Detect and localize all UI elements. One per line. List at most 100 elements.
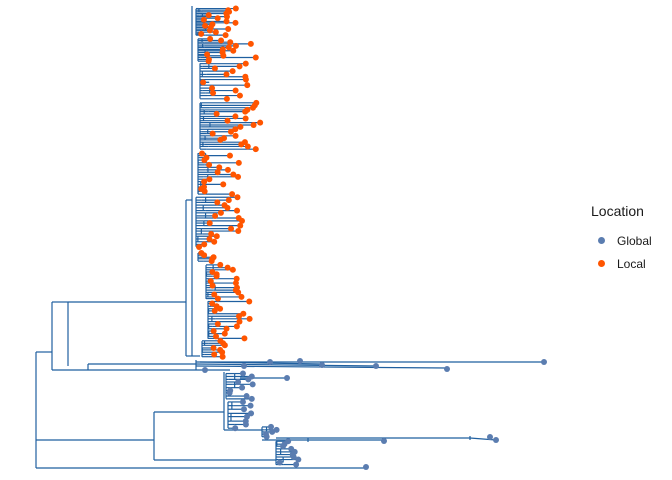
tip-local bbox=[211, 351, 218, 358]
tip-local bbox=[198, 30, 205, 37]
tip-local bbox=[213, 273, 220, 280]
tip-local bbox=[212, 29, 219, 36]
tip-local bbox=[209, 282, 216, 289]
tree-branches bbox=[35, 6, 545, 469]
tip-local bbox=[200, 16, 207, 23]
tip-local bbox=[201, 157, 208, 164]
tip-local bbox=[211, 291, 218, 298]
tip-local bbox=[222, 32, 229, 39]
tip-global bbox=[284, 375, 290, 381]
tip-local bbox=[226, 152, 233, 159]
tip-local bbox=[209, 300, 216, 307]
tip-local bbox=[236, 318, 243, 325]
tree-branch bbox=[199, 361, 323, 365]
tip-global bbox=[248, 410, 255, 417]
tip-local bbox=[228, 225, 235, 232]
tip-global bbox=[242, 421, 249, 428]
tip-local bbox=[236, 92, 243, 99]
legend-item-global: Global bbox=[590, 229, 670, 252]
tip-local bbox=[225, 26, 232, 33]
tip-global bbox=[267, 359, 273, 365]
tip-local bbox=[217, 261, 224, 268]
tip-local bbox=[204, 51, 211, 58]
tip-local bbox=[244, 82, 251, 89]
tip-local bbox=[232, 132, 239, 139]
tip-local bbox=[236, 63, 243, 70]
tip-local bbox=[246, 298, 253, 305]
tip-local bbox=[244, 143, 251, 150]
legend-label-global: Global bbox=[617, 233, 652, 248]
tip-global bbox=[297, 358, 303, 364]
tip-local bbox=[214, 169, 221, 176]
legend-item-local: Local bbox=[590, 252, 670, 275]
tip-local bbox=[242, 108, 249, 115]
tip-global bbox=[493, 437, 499, 443]
tip-local bbox=[232, 5, 239, 12]
tip-local bbox=[211, 65, 218, 72]
tip-local bbox=[232, 87, 239, 94]
tip-local bbox=[223, 71, 230, 78]
tip-global bbox=[444, 366, 450, 372]
tip-global bbox=[239, 384, 246, 391]
tip-local bbox=[252, 54, 259, 61]
tip-local bbox=[229, 191, 236, 198]
tip-local bbox=[223, 18, 230, 25]
tip-global bbox=[243, 393, 250, 400]
tip-local bbox=[235, 228, 242, 235]
tip-local bbox=[201, 188, 208, 195]
tip-local bbox=[232, 113, 239, 120]
tip-local bbox=[217, 209, 224, 216]
tip-local bbox=[213, 233, 220, 240]
tip-local bbox=[206, 235, 213, 242]
tip-local bbox=[242, 60, 249, 67]
tip-local bbox=[209, 130, 216, 137]
tip-global bbox=[319, 362, 325, 368]
tip-local bbox=[201, 178, 208, 185]
tip-global bbox=[363, 464, 369, 470]
tip-local bbox=[211, 238, 218, 245]
tip-global bbox=[541, 359, 547, 365]
tip-local bbox=[223, 325, 230, 332]
tip-local bbox=[225, 44, 232, 51]
tip-local bbox=[230, 47, 237, 54]
tip-local bbox=[220, 181, 227, 188]
tip-local bbox=[224, 204, 231, 211]
tip-global bbox=[235, 378, 242, 385]
tip-local bbox=[235, 173, 242, 180]
tip-local bbox=[206, 161, 213, 168]
tip-global bbox=[381, 438, 387, 444]
tip-local bbox=[214, 15, 221, 22]
tip-global bbox=[240, 406, 247, 413]
tip-local bbox=[249, 104, 256, 111]
tip-local bbox=[200, 79, 207, 86]
tip-local bbox=[242, 115, 249, 122]
tip-local bbox=[238, 293, 245, 300]
legend-label-local: Local bbox=[617, 256, 646, 271]
tip-local bbox=[232, 42, 239, 49]
tip-local bbox=[210, 89, 217, 96]
tip-local bbox=[223, 13, 230, 20]
tip-local bbox=[232, 19, 239, 26]
tip-local bbox=[196, 244, 203, 251]
tip-global bbox=[249, 381, 256, 388]
tip-local bbox=[216, 164, 223, 171]
tip-global bbox=[241, 363, 247, 369]
tip-local bbox=[227, 39, 234, 46]
tip-local bbox=[219, 353, 226, 360]
tip-local bbox=[247, 40, 254, 47]
tip-global bbox=[239, 398, 246, 405]
tip-local bbox=[208, 258, 215, 265]
tip-local bbox=[229, 68, 236, 75]
tip-local bbox=[199, 150, 206, 157]
tip-global bbox=[245, 376, 252, 383]
tip-local bbox=[214, 295, 221, 302]
legend-title: Location bbox=[591, 203, 644, 219]
tip-local bbox=[206, 220, 213, 227]
tip-local bbox=[229, 266, 236, 273]
tree-branch bbox=[195, 363, 379, 367]
tip-global bbox=[202, 367, 208, 373]
tip-local bbox=[214, 320, 221, 327]
tip-local bbox=[233, 323, 240, 330]
tip-global bbox=[290, 453, 297, 460]
tip-global bbox=[373, 363, 379, 369]
